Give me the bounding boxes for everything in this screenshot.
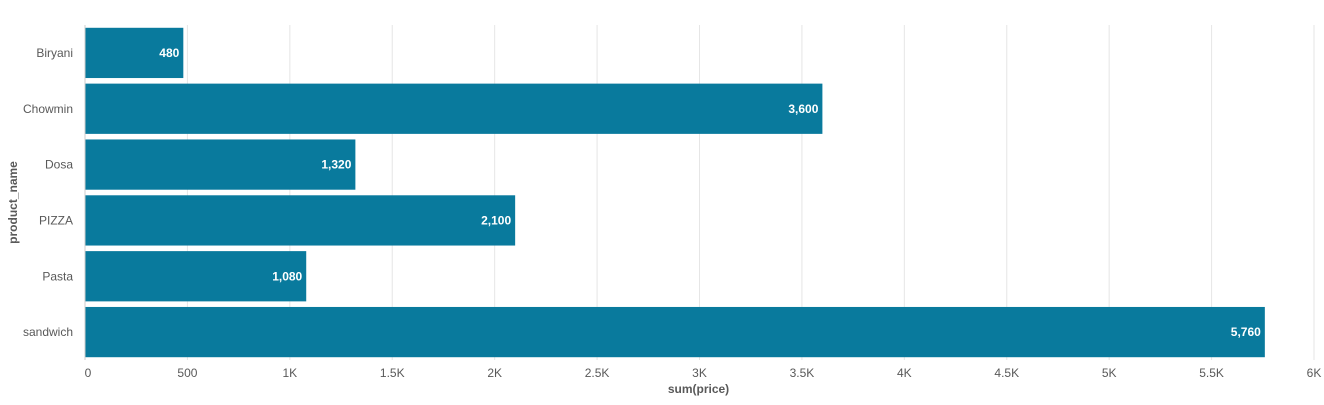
bar[interactable] xyxy=(85,27,184,79)
y-category-label: Pasta xyxy=(42,269,73,283)
y-category-label: PIZZA xyxy=(39,213,73,227)
data-label: 5,760 xyxy=(1231,325,1261,339)
x-tick-label: 500 xyxy=(177,366,197,380)
x-tick-label: 4.5K xyxy=(994,366,1019,380)
x-tick-label: 2.5K xyxy=(585,366,610,380)
bar-layer xyxy=(85,27,1265,358)
x-tick-label: 2K xyxy=(487,366,502,380)
x-tick-label: 4K xyxy=(897,366,912,380)
x-tick-label: 3.5K xyxy=(790,366,815,380)
x-tick-layer: 0 500 1K 1.5K 2K 2.5K 3K 3.5K 4K 4.5K 5K 5.5K 6K xyxy=(85,366,1322,380)
bar[interactable] xyxy=(85,139,356,190)
y-axis-title: product_name xyxy=(6,161,20,244)
x-tick-label: 5.5K xyxy=(1199,366,1224,380)
data-label: 2,100 xyxy=(481,213,511,227)
data-label: 1,320 xyxy=(321,158,351,172)
data-label: 3,600 xyxy=(788,102,818,116)
bar[interactable] xyxy=(85,306,1265,358)
x-tick-label: 6K xyxy=(1307,366,1322,380)
x-tick-label: 0 xyxy=(85,366,92,380)
label-layer: 480 3,600 1,320 2,100 1,080 5,760 xyxy=(159,46,1261,339)
y-category-layer: Biryani Chowmin Dosa PIZZA Pasta sandwich xyxy=(23,46,73,339)
data-label: 480 xyxy=(159,46,179,60)
y-category-label: sandwich xyxy=(23,325,73,339)
bar[interactable] xyxy=(85,251,307,302)
data-label: 1,080 xyxy=(272,269,302,283)
x-axis-title: sum(price) xyxy=(668,382,729,396)
x-tick-label: 1.5K xyxy=(380,366,405,380)
x-tick-label: 1K xyxy=(282,366,297,380)
bar[interactable] xyxy=(85,195,516,246)
y-category-label: Chowmin xyxy=(23,102,73,116)
y-category-label: Biryani xyxy=(36,46,73,60)
grid-layer xyxy=(186,25,1315,360)
y-category-label: Dosa xyxy=(45,158,73,172)
x-tick-label: 5K xyxy=(1102,366,1117,380)
x-tick-label: 3K xyxy=(692,366,707,380)
bar[interactable] xyxy=(85,83,823,134)
